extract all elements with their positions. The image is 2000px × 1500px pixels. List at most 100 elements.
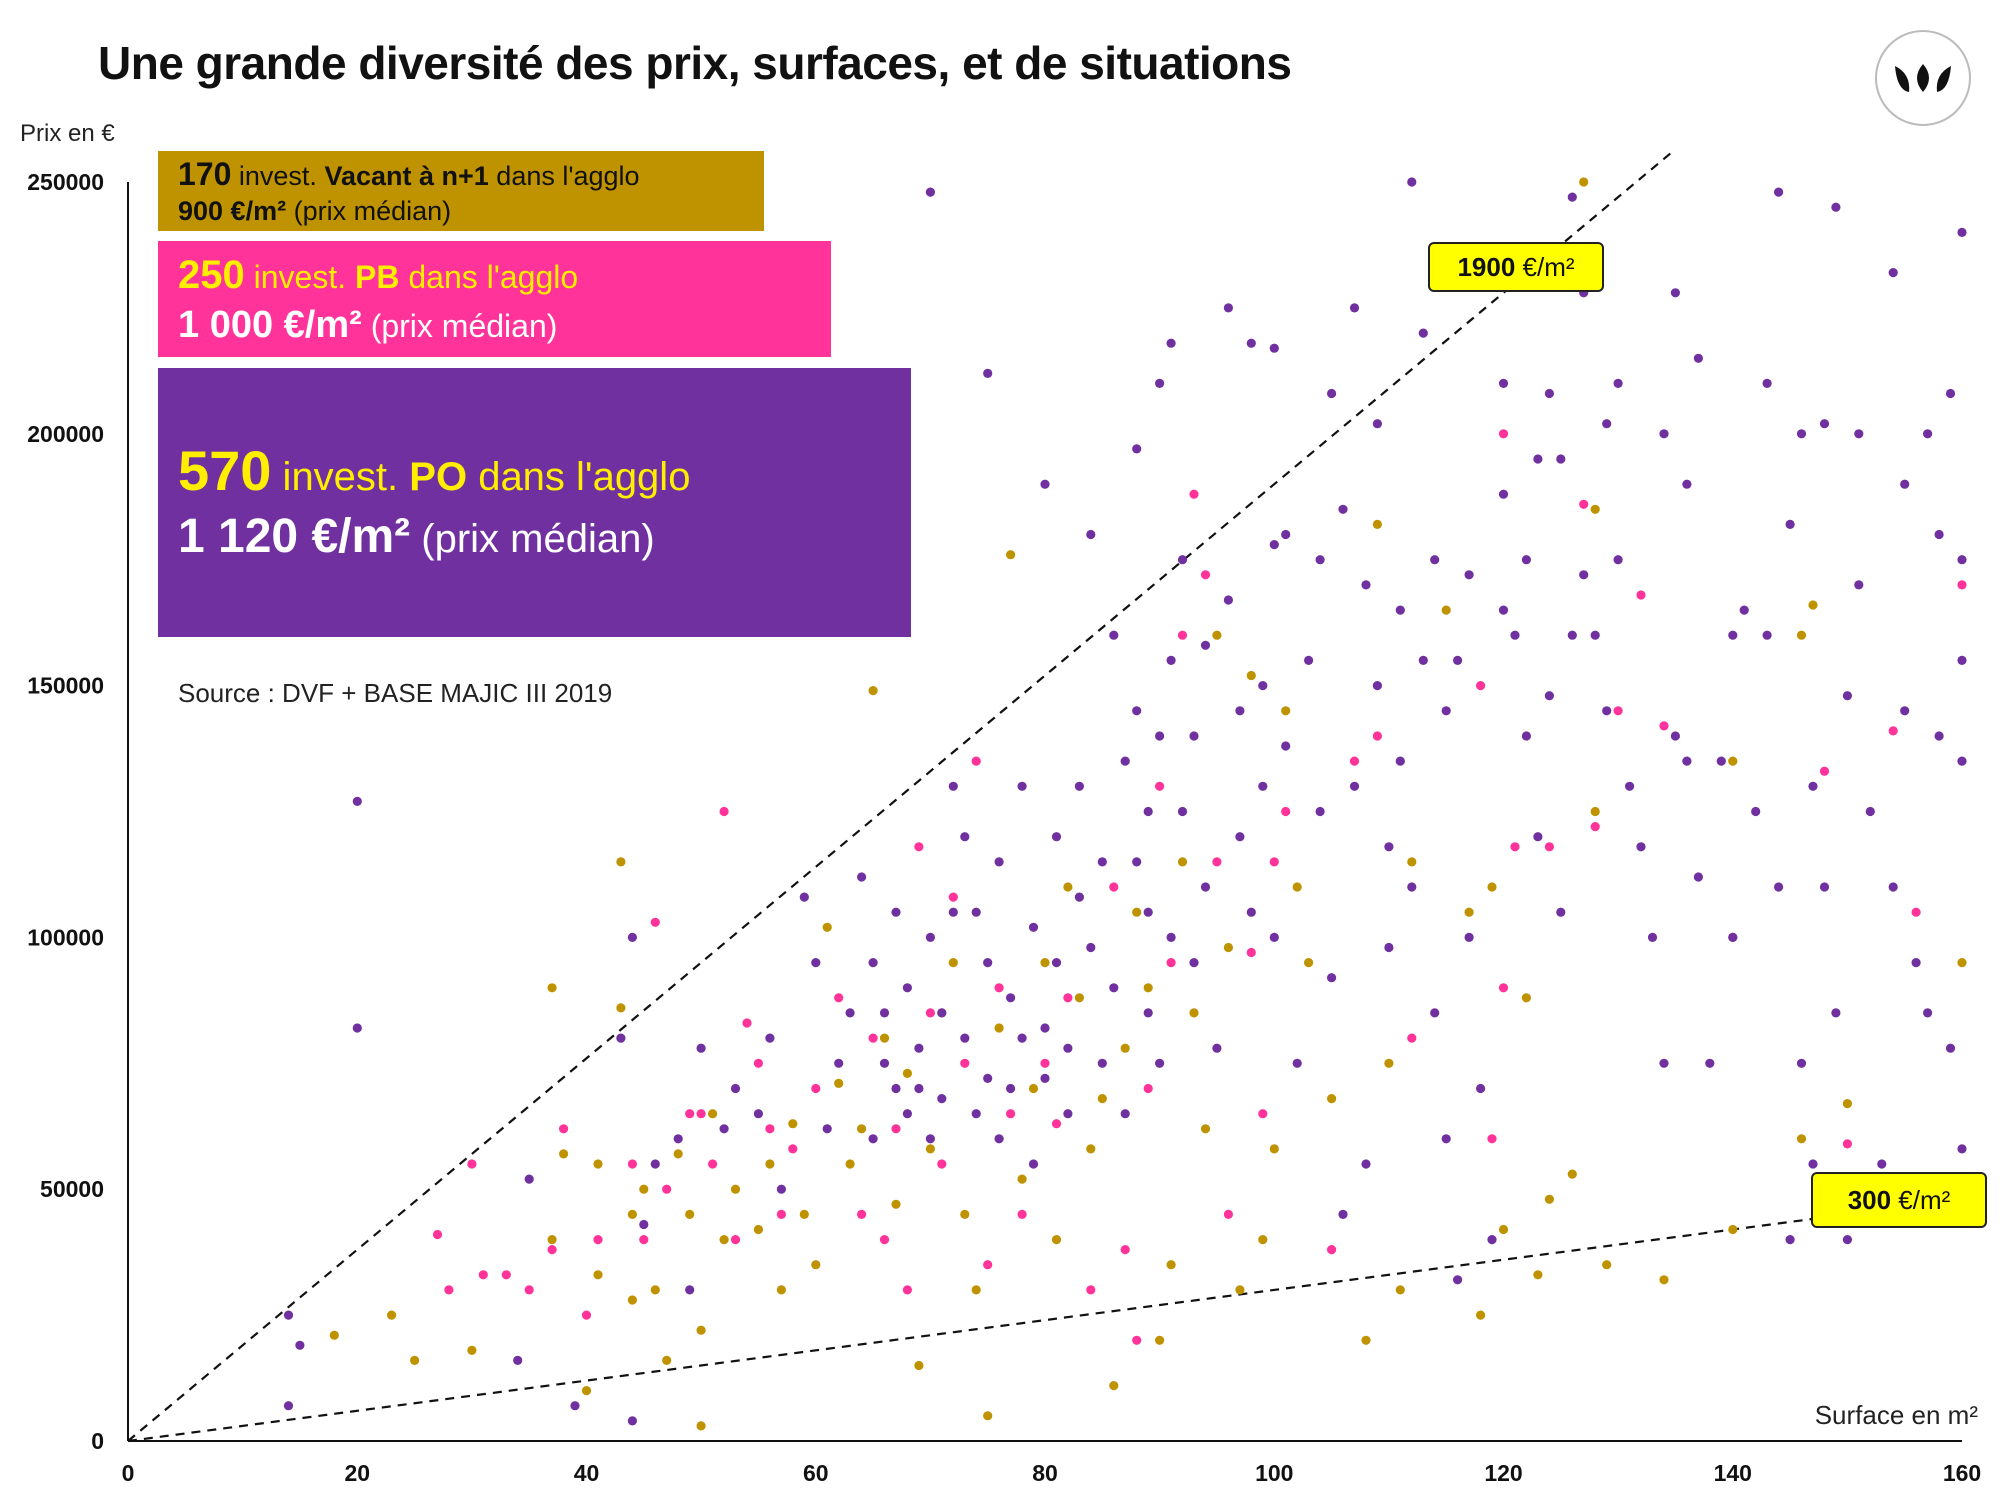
point-po <box>1567 630 1577 640</box>
x-tick-label: 40 <box>574 1460 600 1486</box>
point-po <box>1155 1058 1165 1068</box>
point-po <box>1200 640 1211 650</box>
point-po <box>1223 303 1233 313</box>
point-pb <box>432 1229 443 1240</box>
point-pb <box>891 1124 901 1134</box>
point-vacant <box>627 1295 638 1305</box>
pb-text1: invest. <box>244 259 356 295</box>
point-pb <box>696 1109 706 1119</box>
point-po <box>1544 388 1554 399</box>
point-po <box>1533 454 1543 464</box>
point-vacant <box>879 1033 890 1043</box>
pb-price: 1 000 €/m² <box>178 304 362 346</box>
point-po <box>1464 932 1474 943</box>
point-po <box>1659 429 1669 439</box>
point-po <box>1533 832 1543 842</box>
point-vacant <box>925 1144 936 1154</box>
point-vacant <box>627 1209 638 1219</box>
point-po <box>1384 942 1394 953</box>
x-tick-label: 120 <box>1484 1460 1522 1486</box>
point-pb <box>1842 1139 1852 1149</box>
point-vacant <box>1441 605 1451 615</box>
point-po <box>811 958 821 968</box>
po-price-note: (prix médian) <box>410 517 655 561</box>
point-po <box>1109 630 1119 640</box>
point-po <box>1613 378 1623 388</box>
point-pb <box>1510 842 1520 852</box>
point-vacant <box>696 1325 706 1335</box>
point-po <box>1498 489 1509 499</box>
point-pb <box>627 1159 638 1169</box>
point-pb <box>524 1285 534 1295</box>
point-vacant <box>1097 1094 1107 1104</box>
point-po <box>994 1134 1004 1144</box>
point-po <box>1831 1008 1841 1018</box>
point-pb <box>1155 781 1165 791</box>
point-po <box>1028 1159 1039 1169</box>
point-pb <box>444 1285 454 1295</box>
point-po <box>685 1285 695 1295</box>
point-po <box>1086 529 1096 540</box>
point-po <box>1143 1008 1153 1018</box>
point-pb <box>765 1124 775 1134</box>
point-po <box>868 1134 878 1144</box>
point-po <box>1647 932 1658 943</box>
point-vacant <box>1006 550 1016 560</box>
point-po <box>1235 706 1245 716</box>
point-vacant <box>581 1386 592 1396</box>
point-po <box>1796 429 1807 439</box>
point-po <box>902 1109 913 1119</box>
point-pb <box>742 1018 752 1028</box>
point-vacant <box>1327 1094 1337 1104</box>
point-po <box>1521 555 1531 565</box>
point-po <box>673 1134 683 1144</box>
point-pb <box>902 1285 913 1295</box>
point-pb <box>960 1058 970 1068</box>
point-po <box>295 1340 305 1350</box>
point-po <box>960 832 970 842</box>
point-po <box>1338 504 1348 514</box>
point-po <box>1774 187 1784 197</box>
point-po <box>1636 842 1646 852</box>
po-price: 1 120 €/m² <box>178 510 411 563</box>
point-vacant <box>1235 1285 1245 1295</box>
callout-300-unit: €/m² <box>1891 1185 1951 1215</box>
point-po <box>1945 388 1956 399</box>
point-pb <box>1498 429 1509 439</box>
point-vacant <box>730 1184 741 1194</box>
point-vacant <box>639 1184 649 1194</box>
point-po <box>1808 781 1818 791</box>
point-vacant <box>1544 1194 1554 1204</box>
point-vacant <box>650 1285 660 1295</box>
point-po <box>1670 731 1680 741</box>
point-pb <box>1327 1245 1337 1255</box>
point-po <box>1888 882 1898 892</box>
point-po <box>1510 630 1520 640</box>
x-tick-label: 80 <box>1032 1460 1058 1486</box>
legend-box-vacant: 170 invest. Vacant à n+1 dans l'agglo 90… <box>158 151 764 231</box>
point-po <box>1453 1275 1463 1285</box>
point-po <box>1063 1109 1073 1119</box>
point-pb <box>1177 630 1188 640</box>
point-pb <box>868 1033 878 1043</box>
point-vacant <box>1040 958 1050 968</box>
point-po <box>879 1008 890 1018</box>
y-axis-label: Prix en € <box>20 120 115 147</box>
point-po <box>1716 756 1726 766</box>
point-po <box>1132 857 1142 867</box>
point-po <box>1281 741 1291 751</box>
vacant-category: Vacant à n+1 <box>324 161 489 191</box>
point-po <box>1212 1043 1222 1053</box>
point-vacant <box>1590 504 1600 514</box>
po-count: 570 <box>178 439 272 502</box>
point-po <box>925 1134 936 1144</box>
point-vacant <box>1395 1285 1405 1295</box>
point-vacant <box>1212 630 1222 640</box>
point-pb <box>662 1184 672 1194</box>
point-vacant <box>994 1023 1004 1033</box>
point-po <box>627 1416 638 1426</box>
callout-1900: 1900 €/m² <box>1428 242 1604 292</box>
point-vacant <box>1155 1335 1165 1345</box>
point-po <box>1957 756 1967 766</box>
